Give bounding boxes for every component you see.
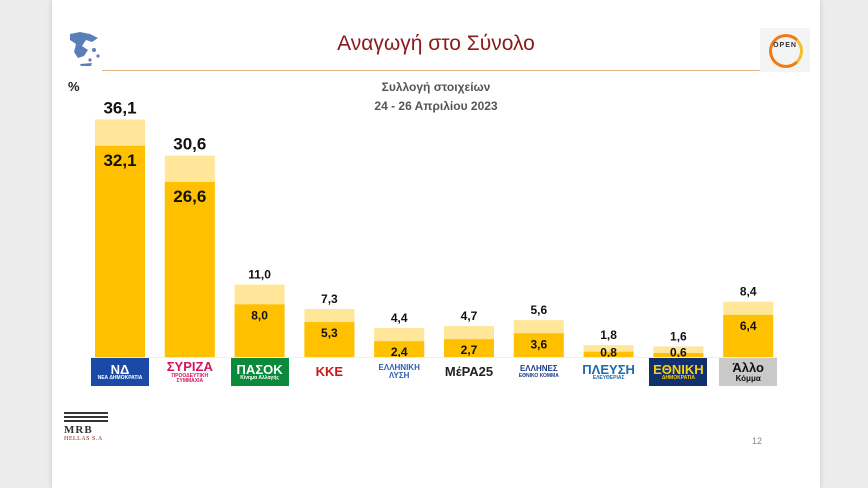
- party-logo-text: ΕΛΛΗΝΙΚΗ ΛΥΣΗ: [378, 362, 420, 381]
- party-logo: ΕΘΝΙΚΗ ΔΗΜΟΚΡΑΤΙΑ: [649, 358, 708, 386]
- mrb-logo-subtext: HELLAS S.A: [64, 436, 103, 442]
- logo-ring-icon: [769, 34, 803, 68]
- party-logo-text: ΠΛΕΥΣΗ ΕΛΕΥΘΕΡΙΑΣ: [582, 361, 635, 382]
- data-label-total: 4,4: [391, 311, 408, 325]
- party-logo-text: Άλλο Κόμμα: [732, 361, 764, 383]
- party-logo: ΝΔ ΝΕΑ ΔΗΜΟΚΡΑΤΙΑ: [91, 358, 149, 386]
- slide: Αναγωγή στο Σύνολο OPEN % Συλλογή στοιχε…: [52, 0, 820, 488]
- party-logo-text: ΚΚΕ: [316, 365, 343, 379]
- party-logo-line2: ΝΕΑ ΔΗΜΟΚΡΑΤΙΑ: [97, 375, 143, 382]
- bar-inner: [234, 304, 285, 357]
- party-logo-text: ΜέΡΑ25: [445, 365, 493, 379]
- party-logo-line1: ΚΚΕ: [315, 364, 344, 380]
- party-logo-line2: ΔΗΜΟΚΡΑΤΙΑ: [661, 375, 695, 382]
- data-label-inner: 26,6: [173, 187, 206, 206]
- data-label-total: 1,8: [600, 328, 617, 342]
- bar-total: [653, 346, 704, 357]
- party-logo-line2: ΕΛΕΥΘΕΡΙΑΣ: [592, 375, 625, 382]
- bar-inner: [583, 351, 634, 357]
- party-logo-line2: ΕΘΝΙΚΟ ΚΟΜΜΑ: [518, 372, 559, 379]
- subtitle-line2: 24 - 26 Απριλίου 2023: [374, 99, 498, 113]
- party-logo: ΕΛΛΗΝΙΚΗ ΛΥΣΗ: [370, 358, 429, 386]
- party-logo-line1: ΠΑΣΟΚ: [236, 361, 283, 377]
- bar-inner: [164, 181, 215, 357]
- page-number: 12: [752, 436, 763, 446]
- mrb-logo-text: MRB: [64, 424, 93, 436]
- party-logo-line1: ΝΔ: [110, 361, 130, 377]
- party-logo: ΚΚΕ: [300, 358, 359, 386]
- party-logo-line1: Άλλο: [732, 359, 764, 375]
- party-logo-line2: ΠΡΟΟΔΕΥΤΙΚΗ ΣΥΜΜΑΧΙΑ: [171, 372, 209, 384]
- bar-inner: [723, 314, 774, 357]
- party-logo-line1: ΕΛΛΗΝΙΚΗ: [378, 362, 420, 372]
- party-logo: ΕΛΛΗΝΕΣ ΕΘΝΙΚΟ ΚΟΜΜΑ: [509, 358, 568, 386]
- party-logo-text: ΕΛΛΗΝΕΣ ΕΘΝΙΚΟ ΚΟΜΜΑ: [518, 364, 559, 379]
- bar-inner: [653, 353, 704, 357]
- party-logo-text: ΠΑΣΟΚ Κίνημα Αλλαγής: [236, 361, 283, 382]
- party-logo-line2: Κίνημα Αλλαγής: [240, 375, 279, 382]
- data-label-inner: 32,1: [103, 151, 136, 170]
- party-logo: ΜέΡΑ25: [440, 358, 498, 386]
- party-logo-text: ΝΔ ΝΕΑ ΔΗΜΟΚΡΑΤΙΑ: [97, 361, 143, 382]
- party-logo: Άλλο Κόμμα: [719, 358, 778, 386]
- party-logo-line1: ΕΛΛΗΝΕΣ: [519, 364, 558, 374]
- party-logo: ΠΑΣΟΚ Κίνημα Αλλαγής: [230, 358, 289, 386]
- party-logo-line1: ΣΥΡΙΖΑ: [166, 358, 213, 374]
- data-label-total: 5,6: [530, 303, 547, 317]
- data-label-inner: 8,0: [251, 308, 268, 322]
- party-logo-text: ΕΘΝΙΚΗ ΔΗΜΟΚΡΑΤΙΑ: [653, 361, 704, 382]
- open-channel-logo: OPEN: [760, 28, 810, 72]
- title-divider: [102, 70, 810, 71]
- greece-map-icon: [70, 32, 100, 66]
- data-label-total: 30,6: [173, 135, 206, 154]
- open-logo-text: OPEN: [773, 42, 797, 49]
- party-logo-line1: ΜέΡΑ25: [444, 364, 494, 380]
- data-label-total: 8,4: [740, 285, 757, 299]
- bar-inner: [374, 341, 425, 357]
- data-label-inner: 2,7: [461, 343, 478, 357]
- party-logo-text: ΣΥΡΙΖΑ ΠΡΟΟΔΕΥΤΙΚΗ ΣΥΜΜΑΧΙΑ: [161, 360, 219, 384]
- data-label-inner: 6,4: [740, 319, 757, 333]
- data-label-inner: 3,6: [530, 337, 547, 351]
- data-label-total: 7,3: [321, 292, 338, 306]
- bar-inner: [95, 145, 145, 357]
- bar-chart: 36,1 32,1 30,6 26,6 11,0 8,0 7,3 5,3 4,4 2,4 4,7 2,…: [91, 98, 778, 360]
- bar-inner: [513, 333, 564, 357]
- party-logo-line2: ΛΥΣΗ: [388, 371, 410, 380]
- data-label-total: 36,1: [103, 98, 136, 117]
- data-label-inner: 0,6: [670, 346, 687, 360]
- party-logo: ΠΛΕΥΣΗ ΕΛΕΥΘΕΡΙΑΣ: [579, 358, 638, 386]
- data-label-inner: 5,3: [321, 326, 338, 340]
- party-logo: ΣΥΡΙΖΑ ΠΡΟΟΔΕΥΤΙΚΗ ΣΥΜΜΑΧΙΑ: [160, 358, 219, 386]
- mrb-logo: MRB HELLAS S.A: [64, 412, 116, 442]
- bar-inner: [444, 339, 494, 357]
- data-label-total: 11,0: [248, 268, 271, 282]
- party-logo-line1: ΕΘΝΙΚΗ: [653, 361, 704, 377]
- unit-label: %: [68, 79, 80, 94]
- data-label-total: 1,6: [670, 329, 687, 343]
- bar-inner: [304, 322, 355, 357]
- data-label-total: 4,7: [461, 309, 478, 323]
- data-label-inner: 0,8: [600, 346, 617, 360]
- party-logo-line1: ΠΛΕΥΣΗ: [582, 361, 635, 377]
- data-label-inner: 2,4: [391, 345, 408, 359]
- party-logo-line2: Κόμμα: [735, 373, 761, 383]
- page-title: Αναγωγή στο Σύνολο: [337, 32, 535, 55]
- subtitle-line1: Συλλογή στοιχείων: [381, 80, 491, 94]
- bar-total: [583, 345, 634, 357]
